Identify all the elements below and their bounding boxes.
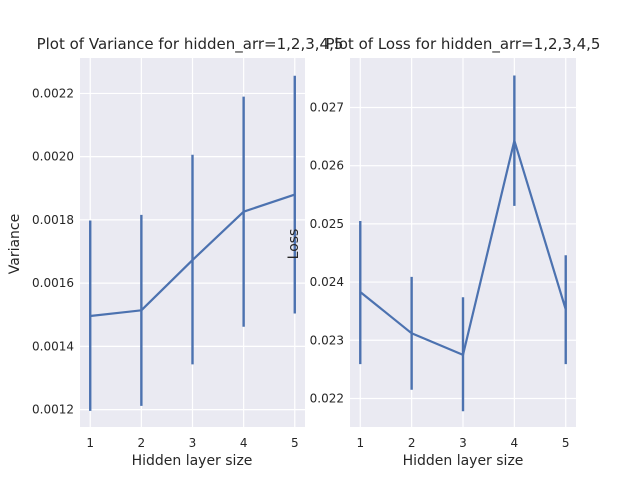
loss-marks: [359, 75, 567, 412]
variance-y-tick-label: 0.0020: [32, 150, 74, 164]
variance-x-axis-label: Hidden layer size: [132, 453, 253, 469]
loss-chart-title: Plot of Loss for hidden_arr=1,2,3,4,5: [326, 35, 601, 54]
loss-x-tick-label: 2: [408, 436, 416, 450]
variance-y-ticks: 0.0012 0.0014 0.0016 0.0018 0.0020 0.0022: [32, 86, 74, 416]
variance-x-tick-label: 2: [138, 436, 146, 450]
variance-x-tick-label: 1: [86, 436, 94, 450]
loss-y-axis-label: Loss: [286, 229, 302, 260]
variance-y-tick-label: 0.0014: [32, 339, 74, 353]
loss-y-tick-label: 0.022: [310, 391, 344, 405]
loss-y-tick-label: 0.027: [310, 100, 344, 114]
variance-y-axis-label: Variance: [7, 214, 23, 274]
loss-y-ticks: 0.022 0.023 0.024 0.025 0.026 0.027: [310, 100, 344, 405]
loss-x-tick-label: 5: [562, 436, 570, 450]
variance-marks: [89, 75, 296, 411]
variance-x-tick-label: 3: [189, 436, 197, 450]
loss-chart: 1 2 3 4 5 0.022 0.023 0.024 0.025 0.026 0.027 Plo…: [286, 35, 600, 469]
variance-series-line: [90, 193, 296, 318]
loss-y-tick-label: 0.024: [310, 275, 344, 289]
variance-x-tick-label: 5: [291, 436, 299, 450]
loss-x-tick-label: 4: [511, 436, 519, 450]
loss-y-tick-label: 0.026: [310, 159, 344, 173]
loss-x-ticks: 1 2 3 4 5: [356, 436, 569, 450]
loss-y-tick-label: 0.023: [310, 333, 344, 347]
loss-x-tick-label: 3: [459, 436, 467, 450]
variance-y-tick-label: 0.0018: [32, 213, 74, 227]
loss-y-tick-label: 0.025: [310, 217, 344, 231]
variance-y-tick-label: 0.0012: [32, 403, 74, 417]
variance-chart-title: Plot of Variance for hidden_arr=1,2,3,4,…: [37, 35, 344, 54]
variance-x-ticks: 1 2 3 4 5: [86, 436, 298, 450]
variance-y-tick-label: 0.0022: [32, 86, 74, 100]
loss-x-tick-label: 1: [356, 436, 364, 450]
loss-x-axis-label: Hidden layer size: [403, 453, 524, 469]
variance-x-tick-label: 4: [240, 436, 248, 450]
variance-y-tick-label: 0.0016: [32, 276, 74, 290]
loss-series-line: [359, 139, 567, 356]
